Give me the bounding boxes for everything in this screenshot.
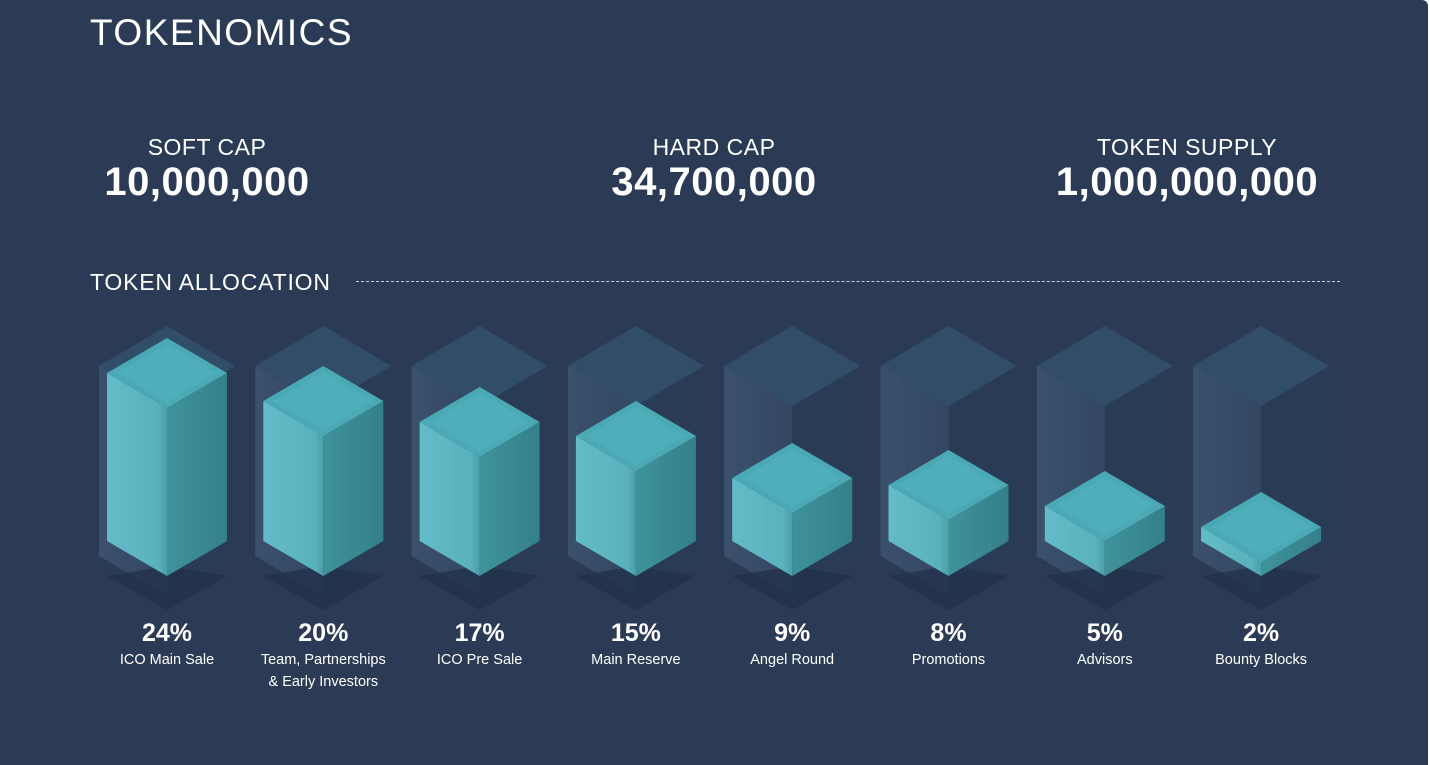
bar-group: 20% Team, Partnerships & Early Investors xyxy=(255,326,392,690)
bar-value-label: 24% xyxy=(142,619,192,647)
bar-category-label: Main Reserve xyxy=(591,652,680,668)
allocation-divider xyxy=(356,281,1340,282)
token-supply-label: TOKEN SUPPLY xyxy=(1096,134,1278,160)
bar-top-highlight xyxy=(742,449,843,507)
bar-shadow xyxy=(107,566,227,610)
bar-group: 17% ICO Pre Sale xyxy=(411,326,548,668)
soft-cap-value: 10,000,000 xyxy=(104,160,310,204)
bar-value-label: 2% xyxy=(1243,619,1279,647)
bar-top-highlight xyxy=(585,407,686,465)
bar-side-face xyxy=(479,422,540,576)
bar-front-face xyxy=(1044,506,1105,576)
bar-shadow xyxy=(1201,566,1322,610)
allocation-heading: TOKEN ALLOCATION xyxy=(90,269,331,295)
bar-value-label: 20% xyxy=(298,619,348,647)
bar-front-face xyxy=(732,478,793,576)
bar-side-face xyxy=(1261,527,1322,576)
bar-value-label: 15% xyxy=(611,619,661,647)
bar-group: 2% Bounty Blocks xyxy=(1193,326,1330,668)
bar-category-label: Promotions xyxy=(912,652,985,668)
bar-side-face xyxy=(323,401,384,576)
bar-value-label: 8% xyxy=(930,619,966,647)
bar-side-face xyxy=(948,485,1009,576)
bar-front-face xyxy=(263,401,324,576)
bar-ghost-top-face xyxy=(724,326,861,406)
bar-category-label: Team, Partnerships xyxy=(261,652,386,668)
bar-top-highlight xyxy=(429,393,530,451)
bar-side-face xyxy=(792,478,853,576)
bar-top-highlight xyxy=(273,372,374,430)
bar-top-highlight xyxy=(898,456,999,514)
bar-category-label: ICO Main Sale xyxy=(120,652,214,668)
bar-shadow xyxy=(575,566,696,610)
bar-category-label: & Early Investors xyxy=(269,674,379,690)
bar-group: 15% Main Reserve xyxy=(567,326,704,668)
bar-front-face xyxy=(419,422,480,576)
page-title: TOKENOMICS xyxy=(90,12,354,53)
soft-cap-label: SOFT CAP xyxy=(147,134,267,160)
bar-shadow xyxy=(732,566,853,610)
bar-shadow xyxy=(419,566,540,610)
bar-top-highlight xyxy=(1211,498,1312,556)
bar-value-label: 9% xyxy=(774,619,810,647)
bar-front-face xyxy=(575,436,636,576)
bar-shadow xyxy=(888,566,1009,610)
bar-side-face xyxy=(167,373,227,576)
bar-ghost-top-face xyxy=(567,326,704,406)
bar-ghost-top-face xyxy=(1193,326,1330,406)
bar-top-highlight xyxy=(117,344,217,402)
token-supply-value: 1,000,000,000 xyxy=(1055,160,1319,204)
bar-category-label: Angel Round xyxy=(750,652,834,668)
hard-cap-label: HARD CAP xyxy=(652,134,776,160)
bar-ghost-top-face xyxy=(880,326,1017,406)
bar-value-label: 17% xyxy=(455,619,505,647)
bar-category-label: ICO Pre Sale xyxy=(437,652,522,668)
soft-cap-stat: SOFT CAP 10,000,000 xyxy=(88,134,326,204)
bar-group: 9% Angel Round xyxy=(724,326,861,668)
bar-side-face xyxy=(1104,506,1165,576)
bar-front-face xyxy=(888,485,949,576)
bar-category-label: Bounty Blocks xyxy=(1215,652,1307,668)
bar-value-label: 5% xyxy=(1087,619,1123,647)
token-supply-stat: TOKEN SUPPLY 1,000,000,000 xyxy=(1030,134,1344,204)
bar-side-face xyxy=(635,436,696,576)
bar-shadow xyxy=(1044,566,1165,610)
bar-ghost-top-face xyxy=(1036,326,1173,406)
bar-shadow xyxy=(263,566,384,610)
bar-group: 8% Promotions xyxy=(880,326,1017,668)
bar-ghost-top-face xyxy=(411,326,548,406)
hard-cap-stat: HARD CAP 34,700,000 xyxy=(586,134,842,204)
bars-group: 24% ICO Main Sale 20% Team, Partnerships & E… xyxy=(99,326,1330,690)
bar-group: 24% ICO Main Sale xyxy=(99,326,235,668)
bar-top-highlight xyxy=(1054,477,1155,535)
bar-group: 5% Advisors xyxy=(1036,326,1173,668)
hard-cap-value: 34,700,000 xyxy=(611,160,817,204)
bar-front-face xyxy=(107,373,167,576)
bar-front-face xyxy=(1201,527,1262,576)
bar-category-label: Advisors xyxy=(1077,652,1133,668)
